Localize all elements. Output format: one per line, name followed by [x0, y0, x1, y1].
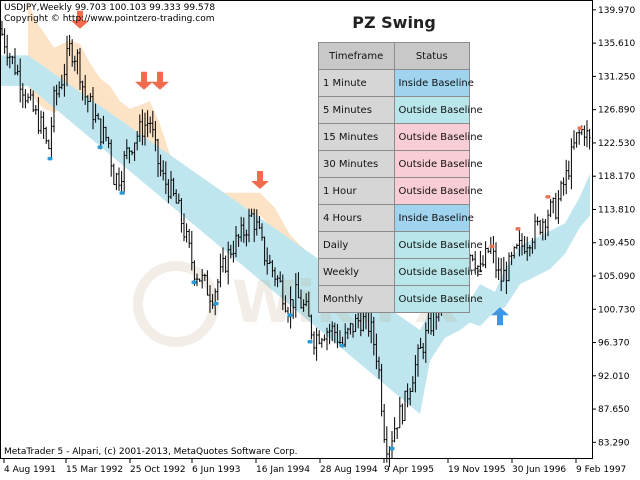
time-tick-label: 9 Feb 1997 [576, 465, 626, 475]
time-tick-label: 9 Apr 1995 [384, 465, 434, 475]
table-row: 1 Hour Outside Baseline [318, 177, 483, 205]
table-header-row: Timeframe Status [318, 42, 470, 70]
timeframe-cell: 1 Minute [318, 69, 395, 97]
table-row: Monthly Outside Baseline [318, 285, 483, 313]
table-row: Daily Outside Baseline [318, 231, 483, 259]
down-arrow-icon [151, 71, 169, 90]
price-tick-label: 109.450 [598, 239, 635, 249]
swing-low-dot [191, 280, 197, 285]
timeframe-cell: 5 Minutes [318, 96, 395, 124]
swing-low-dot [213, 301, 219, 306]
table-row: 1 Minute Inside Baseline [318, 69, 474, 97]
price-tick-label: 92.010 [598, 372, 630, 382]
candles [0, 21, 591, 467]
time-tick-label: 19 Nov 1995 [448, 465, 506, 475]
swing-high-dot [515, 227, 521, 231]
table-row: 5 Minutes Outside Baseline [318, 96, 483, 124]
status-cell: Outside Baseline [393, 231, 483, 259]
time-tick-label: 25 Oct 1992 [130, 465, 186, 475]
time-tick-label: 16 Jan 1994 [256, 465, 310, 475]
status-cell: Outside Baseline [393, 96, 483, 124]
blue-band [0, 55, 590, 415]
timeframe-cell: Daily [318, 231, 395, 259]
price-tick-label: 131.250 [598, 72, 635, 82]
status-cell: Outside Baseline [393, 150, 483, 178]
swing-low-dot [47, 156, 53, 161]
status-cell: Outside Baseline [393, 123, 483, 151]
header-timeframe: Timeframe [318, 42, 395, 70]
table-row: 15 Minutes Outside Baseline [318, 123, 483, 151]
timeframe-cell: 30 Minutes [318, 150, 395, 178]
timeframe-cell: 4 Hours [318, 204, 395, 232]
status-cell: Outside Baseline [393, 258, 483, 286]
timeframe-cell: 1 Hour [318, 177, 395, 205]
time-tick-label: 4 Aug 1991 [4, 465, 56, 475]
timeframe-cell: 15 Minutes [318, 123, 395, 151]
swing-low-dot [119, 191, 125, 195]
status-cell: Inside Baseline [393, 69, 474, 97]
chart-info: USDJPY,Weekly 99.703 100.103 99.333 99.5… [4, 3, 215, 25]
status-cell: Outside Baseline [393, 177, 483, 205]
timeframe-cell: Monthly [318, 285, 395, 313]
chart-border [0, 0, 593, 459]
down-arrow-icon [251, 170, 269, 189]
baseline-bands [0, 2, 590, 415]
price-tick-label: 122.530 [598, 139, 635, 149]
time-tick-label: 28 Aug 1994 [320, 465, 378, 475]
swing-low-dot [339, 343, 345, 348]
down-arrow-icon [135, 71, 153, 90]
time-axis: 4 Aug 1991 15 Mar 1992 25 Oct 1992 6 Jun 19… [3, 459, 626, 475]
footer-text: MetaTrader 5 - Alpari, (c) 2001-2013, Me… [4, 447, 298, 457]
status-cell: Outside Baseline [393, 285, 483, 313]
signal-markers [47, 10, 583, 451]
time-tick-label: 30 Jun 1996 [512, 465, 566, 475]
swing-high-dot [489, 244, 495, 249]
table-row: 30 Minutes Outside Baseline [318, 150, 483, 178]
timeframe-cell: Weekly [318, 258, 395, 286]
swing-low-dot [389, 446, 395, 451]
price-tick-label: 126.890 [598, 106, 635, 116]
time-tick-label: 6 Jun 1993 [192, 465, 240, 475]
down-arrow-icon [71, 10, 89, 29]
panel-title: PZ Swing Trading [352, 13, 436, 70]
table-row: Weekly Outside Baseline [318, 258, 483, 286]
price-tick-label: 105.090 [598, 272, 635, 282]
price-tick-label: 87.650 [598, 405, 630, 415]
header-status: Status [393, 42, 470, 70]
price-tick-label: 139.970 [598, 6, 635, 16]
price-tick-label: 83.290 [598, 438, 630, 448]
swing-low-dot [97, 145, 103, 149]
status-cell: Inside Baseline [393, 204, 474, 232]
time-tick-label: 15 Mar 1992 [66, 465, 123, 475]
symbol-line: USDJPY,Weekly 99.703 100.103 99.333 99.5… [4, 3, 216, 13]
price-tick-label: 100.730 [598, 305, 635, 315]
swing-low-dot [287, 313, 293, 317]
price-tick-label: 113.810 [598, 205, 635, 215]
swing-high-dot [577, 126, 583, 130]
price-tick-label: 135.610 [598, 39, 635, 49]
up-arrow-icon [491, 307, 509, 326]
price-tick-label: 118.170 [598, 172, 635, 182]
table-row: 4 Hours Inside Baseline [318, 204, 474, 232]
status-table: Timeframe Status 1 Minute Inside Baseline… [318, 42, 483, 313]
swing-trading-panel: PZ Swing Trading Timeframe Status 1 Minu… [318, 4, 483, 313]
price-tick-label: 96.370 [598, 339, 630, 349]
copyright-line: Copyright © http://www.pointzero-trading… [4, 14, 215, 24]
swing-low-dot [307, 340, 313, 344]
price-axis: 139.970 135.610 131.250 126.890 122.530 118.1… [592, 6, 635, 448]
swing-high-dot [545, 195, 551, 199]
